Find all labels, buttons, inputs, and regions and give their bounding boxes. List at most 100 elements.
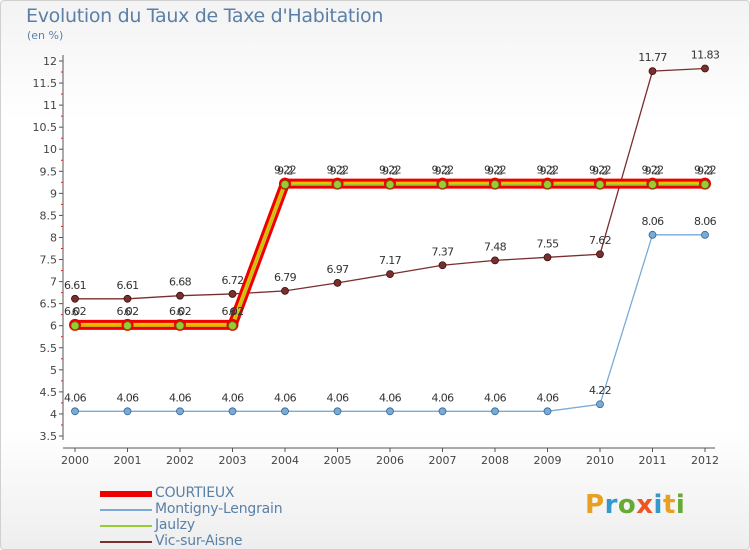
data-label-courtieux: 9.22 <box>694 164 716 177</box>
data-label-jaulzy: 9.2 <box>435 165 451 178</box>
data-point-montigny-lengrain <box>648 230 657 239</box>
data-label-montigny-lengrain: 4.06 <box>169 391 192 404</box>
legend-swatch-courtieux <box>100 491 152 497</box>
data-label-courtieux: 6.02 <box>169 305 191 318</box>
data-point-vic-sur-aisne <box>438 261 447 270</box>
data-label-courtieux: 9.22 <box>589 164 611 177</box>
y-tick-label: 6.5 <box>40 298 58 311</box>
logo-letter: i <box>675 490 686 520</box>
data-label-jaulzy: 9.2 <box>277 165 293 178</box>
data-label-montigny-lengrain: 4.06 <box>536 391 559 404</box>
x-tick-label: 2012 <box>691 454 719 467</box>
data-label-courtieux: 6.02 <box>116 305 138 318</box>
y-tick-label: 7 <box>50 276 57 289</box>
data-point-montigny-lengrain <box>123 407 132 416</box>
x-tick-label: 2009 <box>534 454 562 467</box>
data-point-vic-sur-aisne <box>701 64 709 73</box>
data-point-vic-sur-aisne <box>123 294 132 303</box>
data-label-vic-sur-aisne: 7.48 <box>484 240 507 253</box>
data-label-montigny-lengrain: 4.06 <box>326 391 349 404</box>
data-label-vic-sur-aisne: 6.79 <box>274 271 297 284</box>
data-labels: 6.02 6.02 6.02 6.02 9.22 9.22 9.22 9.22 9.22 9.22… <box>64 49 720 405</box>
data-label-jaulzy: 9.2 <box>330 165 346 178</box>
data-points <box>69 64 711 416</box>
data-point-jaulzy <box>228 321 237 331</box>
y-tick-label: 7.5 <box>40 254 58 267</box>
data-label-courtieux: 9.22 <box>484 164 506 177</box>
data-label-jaulzy: 9.2 <box>487 165 503 178</box>
legend-label: Jaulzy <box>155 517 195 533</box>
data-label-jaulzy: 9.2 <box>382 165 398 178</box>
data-point-montigny-lengrain <box>281 407 289 416</box>
data-label-courtieux: 9.22 <box>326 164 348 177</box>
y-tick-label: 8.5 <box>40 209 58 222</box>
data-label-courtieux: 6.02 <box>221 305 243 318</box>
data-point-jaulzy <box>595 180 605 189</box>
x-tick-label: 2000 <box>61 454 89 467</box>
data-point-montigny-lengrain <box>701 230 709 239</box>
y-tick-label: 11.5 <box>33 77 58 90</box>
data-point-montigny-lengrain <box>491 407 499 416</box>
data-label-vic-sur-aisne: 7.17 <box>379 254 402 267</box>
data-point-jaulzy <box>70 321 80 331</box>
data-label-montigny-lengrain: 4.06 <box>64 391 87 404</box>
data-label-montigny-lengrain: 4.06 <box>484 391 507 404</box>
x-tick-label: 2002 <box>166 454 194 467</box>
y-tick-label: 8 <box>50 231 57 244</box>
data-point-jaulzy <box>333 180 342 189</box>
y-tick-label: 11 <box>43 99 57 112</box>
data-point-jaulzy <box>280 180 290 189</box>
data-label-vic-sur-aisne: 6.61 <box>64 279 86 292</box>
proxiti-logo: Proxiti <box>585 490 685 520</box>
data-point-vic-sur-aisne <box>176 291 184 300</box>
y-tick-label: 12 <box>43 55 57 68</box>
data-label-montigny-lengrain: 4.06 <box>116 391 139 404</box>
chart-title: Evolution du Taux de Taxe d'Habitation <box>26 5 384 27</box>
y-tick-label: 4.5 <box>40 386 58 399</box>
data-label-jaulzy: 9.2 <box>592 165 608 178</box>
data-label-vic-sur-aisne: 11.77 <box>638 51 667 64</box>
data-label-courtieux: 6.02 <box>64 305 86 318</box>
x-tick-label: 2011 <box>639 454 667 467</box>
data-point-vic-sur-aisne <box>333 279 342 287</box>
data-label-courtieux: 9.22 <box>379 164 401 177</box>
data-point-jaulzy <box>175 321 185 331</box>
data-label-montigny-lengrain: 4.22 <box>589 384 611 397</box>
logo-letter: t <box>662 490 676 520</box>
data-label-jaulzy: 6 <box>229 306 236 319</box>
data-point-jaulzy <box>385 180 395 189</box>
data-label-vic-sur-aisne: 6.68 <box>169 276 192 289</box>
y-tick-label: 10 <box>43 143 57 156</box>
logo-letter: o <box>617 490 637 520</box>
logo-letter: P <box>585 490 605 520</box>
data-label-vic-sur-aisne: 7.62 <box>589 234 611 247</box>
data-point-montigny-lengrain <box>333 407 342 416</box>
data-label-jaulzy: 6 <box>72 306 79 319</box>
legend-label: Vic-sur-Aisne <box>155 533 243 549</box>
data-label-jaulzy: 9.2 <box>645 165 661 178</box>
x-tick-label: 2001 <box>114 454 142 467</box>
y-tick-label: 4 <box>50 408 57 421</box>
data-point-jaulzy <box>700 180 710 189</box>
data-point-vic-sur-aisne <box>648 67 657 76</box>
data-label-vic-sur-aisne: 7.55 <box>536 237 559 250</box>
data-label-montigny-lengrain: 4.06 <box>431 391 454 404</box>
data-point-montigny-lengrain <box>596 400 604 409</box>
data-point-jaulzy <box>438 180 447 189</box>
chart-unit: (en %) <box>27 29 64 42</box>
axes: 3.5 4 4.5 5 5.5 6 6.5 7 7.5 8 8.5 9 9.5 10 10.5 11 11.5 1… <box>33 55 719 467</box>
data-point-jaulzy <box>123 321 132 331</box>
data-label-montigny-lengrain: 4.06 <box>379 391 402 404</box>
data-point-montigny-lengrain <box>176 407 184 416</box>
y-tick-label: 9.5 <box>40 165 58 178</box>
data-point-jaulzy <box>543 180 552 189</box>
legend-label: COURTIEUX <box>155 485 235 501</box>
y-tick-label: 5.5 <box>40 342 58 355</box>
x-tick-label: 2010 <box>586 454 614 467</box>
data-label-montigny-lengrain: 4.06 <box>221 391 244 404</box>
data-label-vic-sur-aisne: 6.72 <box>221 274 243 287</box>
y-tick-label: 10.5 <box>33 121 58 134</box>
legend-label: Montigny-Lengrain <box>155 501 283 517</box>
